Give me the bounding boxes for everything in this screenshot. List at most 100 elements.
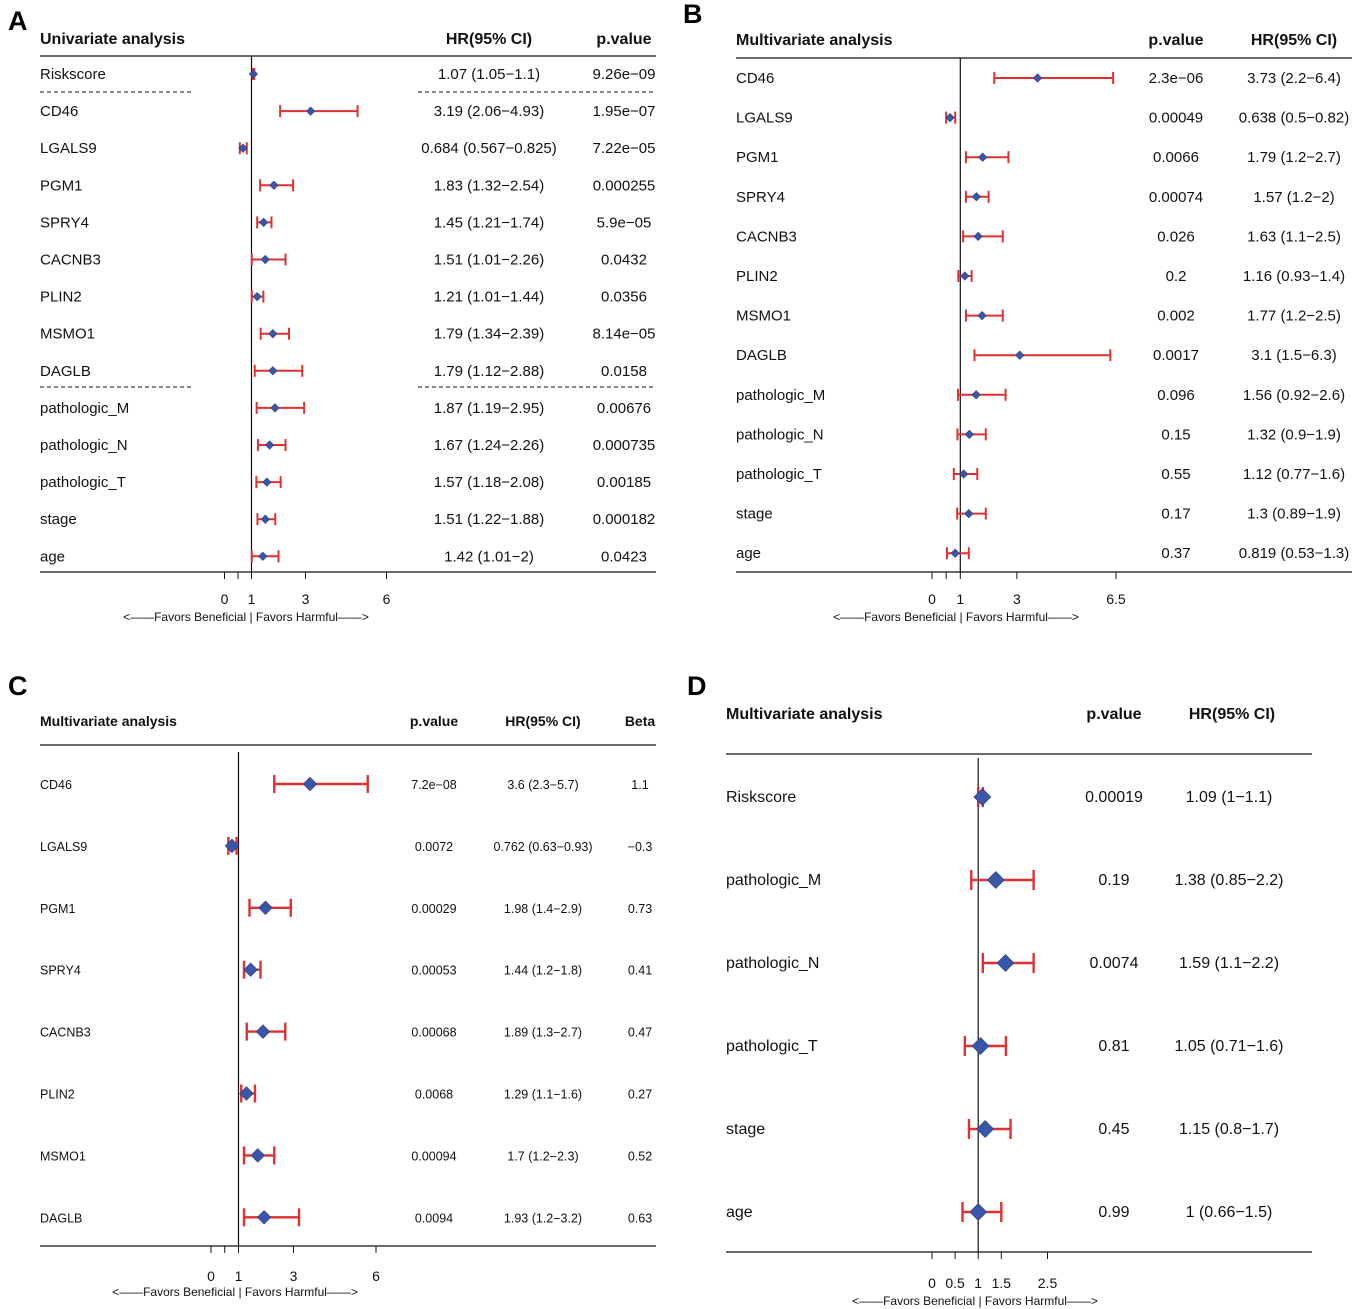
hr-ci-text: 3.19 (2.06−4.93) [434, 103, 545, 120]
forest-row: pathologic_M 0.096 1.56 (0.92−2.6) [736, 387, 1345, 404]
forest-row: age 1.42 (1.01−2) 0.0423 [40, 548, 647, 565]
column-header: p.value [1086, 706, 1141, 723]
row-label: pathologic_N [40, 437, 128, 454]
hr-ci-text: 1.3 (0.89−1.9) [1247, 506, 1341, 523]
row-label: MSMO1 [736, 308, 791, 325]
forest-panel-c: C Multivariate analysis p.value HR(95% CI) B… [8, 671, 656, 1299]
panel-letter: A [8, 6, 28, 36]
p-value: 0.15 [1161, 426, 1190, 443]
axis-tick-label: 3 [290, 1268, 298, 1284]
row-label: CACNB3 [736, 228, 797, 245]
hr-point [269, 180, 279, 190]
hr-ci-text: 3.6 (2.3−5.7) [507, 778, 578, 792]
forest-row: pathologic_N 0.0074 1.59 (1.1−2.2) [726, 953, 1279, 973]
hr-point [239, 1086, 254, 1101]
row-label: CD46 [736, 70, 774, 87]
forest-row: CD46 3.19 (2.06−4.93) 1.95e−07 [40, 103, 655, 120]
p-value: 0.0074 [1090, 955, 1139, 972]
p-value: 0.2 [1166, 268, 1187, 285]
p-value: 0.81 [1098, 1038, 1129, 1055]
forest-row: PLIN2 0.0068 1.29 (1.1−1.6) 0.27 [40, 1084, 652, 1103]
p-value: 1.95e−07 [593, 103, 656, 120]
hr-point [255, 1024, 271, 1039]
hr-point [250, 1148, 265, 1163]
hr-point [306, 106, 316, 116]
row-label: MSMO1 [40, 326, 95, 343]
row-label: DAGLB [40, 363, 91, 380]
hr-ci-text: 1.44 (1.2−1.8) [504, 964, 582, 978]
row-label: LGALS9 [40, 140, 97, 157]
table-title: Multivariate analysis [736, 32, 893, 49]
axis-tick-label: 0 [207, 1268, 215, 1284]
axis-tick-label: 3 [1013, 591, 1021, 607]
p-value: 0.00049 [1149, 110, 1203, 127]
p-value: 0.0158 [601, 363, 647, 380]
row-label: LGALS9 [40, 840, 87, 854]
axis-tick-label: 6.5 [1106, 591, 1126, 607]
hr-ci-text: 1.79 (1.12−2.88) [434, 363, 545, 380]
row-label: PLIN2 [736, 268, 778, 285]
hr-ci-text: 1.89 (1.3−2.7) [504, 1026, 582, 1040]
hr-ci-text: 1.57 (1.18−2.08) [434, 474, 545, 491]
forest-row: DAGLB 0.0017 3.1 (1.5−6.3) [736, 347, 1337, 364]
hr-point [971, 390, 981, 400]
hr-point [248, 69, 259, 79]
forest-row: PLIN2 0.2 1.16 (0.93−1.4) [736, 268, 1345, 285]
hr-point [976, 1120, 995, 1138]
p-value: 0.000735 [593, 437, 656, 454]
row-label: stage [736, 506, 773, 523]
hr-point [252, 291, 262, 302]
p-value: 0.17 [1161, 506, 1190, 523]
column-header: p.value [410, 713, 458, 729]
axis-tick-label: 0 [928, 1275, 936, 1291]
hr-point [260, 514, 270, 524]
hr-point [996, 954, 1015, 972]
p-value: 0.00676 [597, 400, 651, 417]
row-label: age [736, 545, 761, 562]
row-label: LGALS9 [736, 110, 793, 127]
p-value: 0.0066 [1153, 149, 1199, 166]
p-value: 0.00094 [411, 1149, 456, 1163]
hr-ci-text: 1.32 (0.9−1.9) [1247, 426, 1341, 443]
p-value: 9.26e−09 [593, 66, 656, 83]
hr-point [945, 112, 955, 123]
axis-favor-label: <——Favors Beneficial | Favors Harmful——> [123, 610, 369, 624]
p-value: 0.096 [1157, 387, 1195, 404]
axis-tick-label: 1 [956, 591, 964, 607]
p-value: 0.55 [1161, 466, 1190, 483]
beta-value: 0.63 [628, 1211, 652, 1225]
hr-ci-text: 1.79 (1.34−2.39) [434, 326, 545, 343]
forest-panel-b: B Multivariate analysis p.value HR(95% CI) 0… [683, 0, 1352, 624]
hr-ci-text: 1.38 (0.85−2.2) [1175, 872, 1284, 889]
axis-tick-label: 3 [302, 591, 310, 607]
hr-point [270, 403, 280, 413]
forest-row: MSMO1 1.79 (1.34−2.39) 8.14e−05 [40, 326, 655, 343]
hr-ci-text: 1.83 (1.32−2.54) [434, 177, 545, 194]
hr-point [960, 271, 970, 281]
forest-row: LGALS9 0.00049 0.638 (0.5−0.82) [736, 110, 1349, 127]
p-value: 0.19 [1098, 872, 1129, 889]
hr-point [973, 788, 992, 806]
column-header: Beta [625, 713, 656, 729]
forest-row: stage 0.17 1.3 (0.89−1.9) [736, 506, 1341, 523]
p-value: 0.37 [1161, 545, 1190, 562]
panel-letter: C [8, 671, 28, 701]
hr-point [302, 776, 318, 792]
row-label: stage [726, 1121, 765, 1138]
table-title: Univariate analysis [40, 31, 185, 48]
forest-row: age 0.37 0.819 (0.53−1.3) [736, 545, 1349, 562]
hr-point [986, 871, 1005, 889]
hr-ci-text: 1.51 (1.01−2.26) [434, 252, 545, 269]
hr-ci-text: 1.93 (1.2−3.2) [504, 1211, 582, 1225]
forest-row: MSMO1 0.00094 1.7 (1.2−2.3) 0.52 [40, 1146, 652, 1165]
hr-ci-text: 1.79 (1.2−2.7) [1247, 149, 1341, 166]
forest-row: Riskscore 0.00019 1.09 (1−1.1) [726, 787, 1272, 807]
hr-point [224, 838, 240, 854]
row-label: CACNB3 [40, 252, 101, 269]
row-label: pathologic_M [736, 387, 825, 404]
hr-ci-text: 3.1 (1.5−6.3) [1251, 347, 1336, 364]
forest-row: stage 0.45 1.15 (0.8−1.7) [726, 1119, 1279, 1139]
axis-tick-label: 1.5 [992, 1275, 1012, 1291]
column-header: p.value [596, 31, 651, 48]
forest-row: LGALS9 0.0072 0.762 (0.63−0.93) −0.3 [40, 836, 652, 855]
